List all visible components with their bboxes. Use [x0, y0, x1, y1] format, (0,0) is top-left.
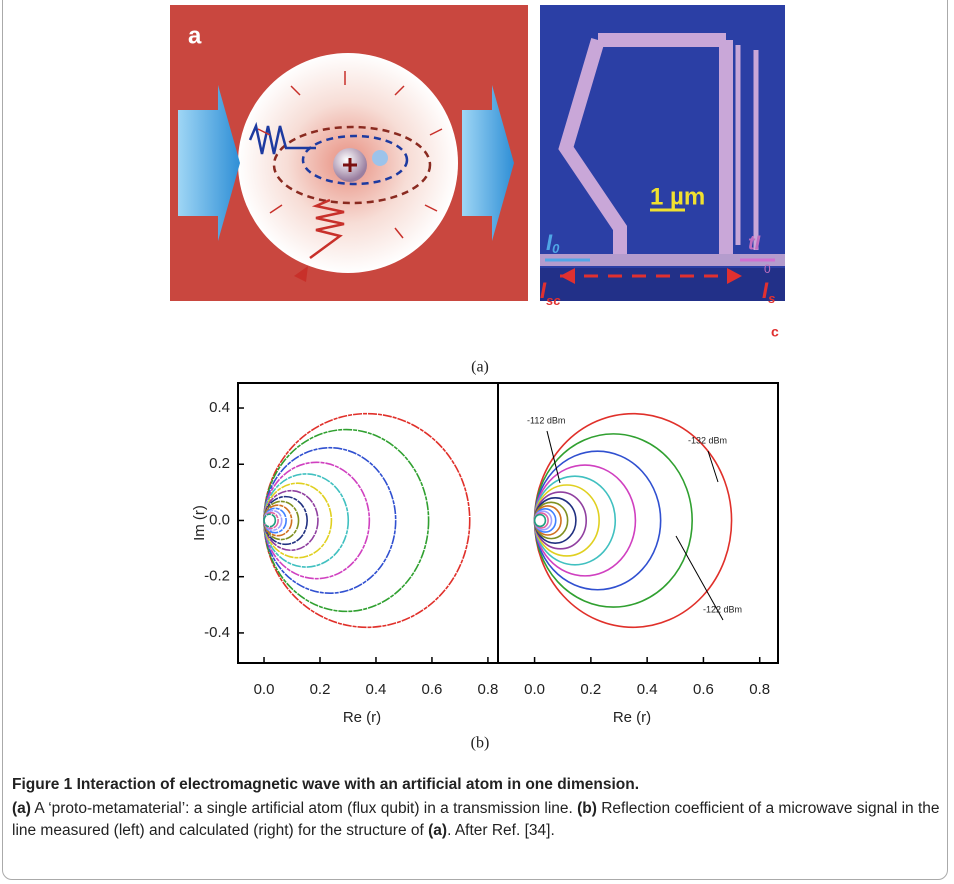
transmission-line — [540, 254, 785, 266]
symbol: I — [762, 278, 769, 303]
symbol: I — [546, 230, 553, 255]
figure: a 1 µm I0 tI 0 Isc Is c (a) (b) 0.0 0.2 0.… — [170, 5, 785, 752]
subscript: sc — [546, 293, 561, 308]
annotation-arrow — [546, 430, 561, 484]
x-tick-label: 0.2 — [310, 681, 331, 698]
panel-label: c — [771, 324, 779, 340]
curve — [263, 482, 333, 559]
subfigure-caption: (a) — [471, 359, 489, 376]
orbit-outer — [272, 125, 432, 205]
y-tick-label: -0.2 — [204, 568, 230, 585]
curve — [263, 428, 430, 613]
curve — [263, 509, 283, 532]
transmit-label: tI — [748, 232, 761, 254]
x-tick-label: 0.4 — [637, 681, 658, 698]
y-tick-label: 0.4 — [209, 399, 230, 416]
panel-b: 0.0 0.2 0.4 0.6 0.8 -0.4 -0.2 0.0 0.2 0.4 Re (r) Im… — [191, 382, 779, 726]
y-tick-label: 0.2 — [209, 455, 230, 472]
symbol: I — [540, 278, 547, 303]
curve — [263, 473, 350, 568]
curve — [263, 513, 277, 528]
electron — [372, 150, 388, 166]
curve — [263, 446, 397, 595]
x-tick-label: 0.2 — [580, 681, 601, 698]
caption-title: Figure 1 Interaction of electromagnetic … — [12, 776, 640, 793]
panel-a-left: a — [170, 5, 528, 301]
annotation: -122 dBm — [703, 604, 742, 614]
line-shadow — [540, 268, 785, 301]
x-tick-label: 0.0 — [254, 681, 275, 698]
outgoing-arrow — [462, 85, 514, 241]
subscript: s — [768, 291, 775, 306]
y-axis-label: Im (r) — [191, 505, 208, 541]
curve — [533, 433, 693, 608]
x-tick-label: 0.6 — [422, 681, 443, 698]
radiation-arrows — [257, 71, 443, 239]
y-tick-label: 0.0 — [209, 511, 230, 528]
curve — [263, 412, 471, 629]
arrowhead — [294, 266, 308, 282]
caption-body: (a) A ‘proto-metamaterial’: a single art… — [12, 798, 947, 842]
scale-label: 1 µm — [650, 183, 705, 210]
caption-text: Reflection coefficient of a microwave si… — [12, 800, 940, 839]
source-label: Is — [762, 278, 775, 307]
x-tick-label: 0.0 — [524, 681, 545, 698]
panel-label: a — [188, 22, 202, 49]
curve — [533, 412, 733, 629]
annotation: -112 dBm — [527, 415, 565, 425]
orbit-inner — [301, 134, 409, 186]
curve — [533, 450, 662, 591]
caption-text: . After Ref. [34]. — [447, 822, 555, 839]
annotation-arrow — [707, 450, 719, 483]
caption-text: A ‘proto-metamaterial’: a single artific… — [30, 800, 578, 817]
axes-box — [497, 382, 779, 664]
y-tick-label: -0.4 — [204, 624, 230, 641]
curve — [533, 464, 637, 577]
current-label: I0 — [546, 230, 560, 257]
x-tick-label: 0.4 — [366, 681, 387, 698]
curve — [533, 475, 617, 566]
emitted-photon — [309, 198, 345, 260]
junctions — [735, 45, 759, 250]
x-tick-label: 0.6 — [693, 681, 714, 698]
x-axis-label: Re (r) — [613, 709, 651, 726]
caption: Figure 1 Interaction of electromagnetic … — [12, 774, 947, 842]
x-tick-label: 0.8 — [749, 681, 770, 698]
curve — [263, 461, 371, 580]
panel-a-right: 1 µm I0 tI 0 Isc Is c — [540, 5, 785, 340]
subfigure-caption: (b) — [471, 735, 490, 752]
background — [540, 5, 785, 301]
axes-box — [237, 382, 499, 664]
subscript: 0 — [552, 241, 560, 256]
scatter-label: Isc — [540, 278, 561, 309]
caption-text: (a) — [12, 800, 31, 817]
caption-text: (b) — [577, 800, 597, 817]
incoming-photon — [248, 121, 316, 155]
x-axis-label: Re (r) — [343, 709, 381, 726]
annotation: -132 dBm — [688, 435, 727, 445]
curve — [533, 513, 547, 528]
incoming-arrow — [178, 85, 240, 241]
annotation-arrow — [675, 535, 724, 621]
x-tick-label: 0.8 — [477, 681, 498, 698]
qubit-loop — [558, 33, 733, 256]
caption-text: (a) — [428, 822, 448, 839]
transmit-sub: 0 — [764, 262, 771, 276]
plus — [343, 158, 357, 172]
